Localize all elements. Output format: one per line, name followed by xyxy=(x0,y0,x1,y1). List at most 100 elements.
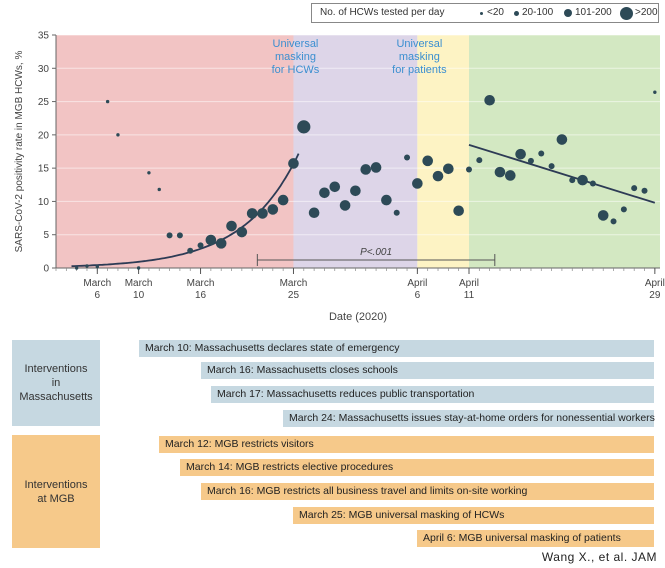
mgb-intervention-3: March 25: MGB universal masking of HCWs xyxy=(293,507,654,524)
phase-label-0-1: masking xyxy=(275,51,316,63)
x-tick-day-6: 29 xyxy=(649,290,661,301)
x-tick-day-3: 25 xyxy=(288,290,300,301)
mgb-intervention-2: March 16: MGB restricts all business tra… xyxy=(201,483,654,500)
x-tick-month-4: April xyxy=(407,278,427,289)
x-tick-day-5: 11 xyxy=(464,290,475,301)
legend-size-4: >200 xyxy=(635,7,658,18)
data-point-12 xyxy=(205,234,217,246)
data-point-29 xyxy=(381,194,392,206)
phase-label-1-2: for patients xyxy=(392,64,447,76)
data-point-17 xyxy=(257,208,268,219)
data-point-45 xyxy=(548,163,555,170)
data-point-42 xyxy=(515,148,526,160)
source-credit: Wang X., et al. JAM xyxy=(541,550,657,564)
data-point-41 xyxy=(504,170,516,181)
data-point-21 xyxy=(297,120,311,134)
data-point-1 xyxy=(85,264,89,268)
y-tick-label-4: 20 xyxy=(38,130,50,141)
mgb-intervention-1: March 14: MGB restricts elective procedu… xyxy=(180,459,654,476)
data-point-20 xyxy=(288,158,299,169)
data-point-18 xyxy=(267,204,279,215)
data-point-52 xyxy=(620,206,627,213)
y-tick-label-2: 10 xyxy=(38,197,50,208)
phase-band-1 xyxy=(293,35,418,268)
mgb-label: Interventions at MGB xyxy=(12,435,100,548)
x-tick-day-1: 10 xyxy=(133,290,145,301)
phase-band-0 xyxy=(56,35,294,268)
data-point-32 xyxy=(412,178,423,189)
data-point-39 xyxy=(484,94,495,106)
data-point-28 xyxy=(370,162,382,173)
y-tick-label-7: 35 xyxy=(38,31,50,42)
data-point-36 xyxy=(453,205,464,217)
data-point-11 xyxy=(197,242,204,249)
data-point-22 xyxy=(308,207,320,219)
data-point-13 xyxy=(215,238,227,249)
massachusetts-intervention-0: March 10: Massachusetts declares state o… xyxy=(139,340,654,357)
mgb-intervention-0: March 12: MGB restricts visitors xyxy=(159,436,654,453)
legend-size-1: <20 xyxy=(487,7,504,18)
data-point-7 xyxy=(157,187,161,192)
x-axis-title: Date (2020) xyxy=(329,311,387,323)
x-tick-month-3: March xyxy=(280,278,308,289)
legend-dot-medium xyxy=(514,11,519,16)
data-point-31 xyxy=(404,154,411,161)
x-tick-month-6: April xyxy=(645,278,665,289)
mgb-intervention-4: April 6: MGB universal masking of patien… xyxy=(417,530,654,547)
phase-label-1-0: Universal xyxy=(396,38,442,50)
data-point-34 xyxy=(432,170,444,182)
data-point-0 xyxy=(74,266,79,270)
phase-band-2 xyxy=(417,35,469,268)
data-point-40 xyxy=(494,166,506,178)
x-tick-day-4: 6 xyxy=(415,290,421,301)
data-point-6 xyxy=(147,171,151,175)
data-point-9 xyxy=(176,232,183,239)
legend-size-3: 101-200 xyxy=(575,7,612,18)
data-point-53 xyxy=(631,185,638,192)
data-point-8 xyxy=(166,232,173,239)
data-point-5 xyxy=(136,266,141,270)
phase-label-0-0: Universal xyxy=(273,38,319,50)
data-point-37 xyxy=(465,166,472,173)
data-point-27 xyxy=(360,164,372,175)
massachusetts-intervention-1: March 16: Massachusetts closes schools xyxy=(201,362,654,379)
legend: No. of HCWs tested per day <20 20-100 10… xyxy=(311,3,659,23)
phase-label-1-1: masking xyxy=(399,51,440,63)
y-axis-title: SARS-CoV-2 positivity rate in MGB HCWs, … xyxy=(14,51,25,253)
phase-band-3 xyxy=(468,35,660,268)
data-point-54 xyxy=(641,187,648,194)
data-point-43 xyxy=(527,157,534,164)
trend-line-post-masking xyxy=(468,143,656,204)
legend-dot-xlarge xyxy=(620,7,633,20)
data-point-15 xyxy=(236,226,248,238)
data-point-33 xyxy=(422,155,433,167)
data-point-4 xyxy=(116,133,120,137)
y-tick-label-5: 25 xyxy=(38,97,50,108)
y-tick-label-1: 5 xyxy=(43,230,49,241)
phase-label-0-2: for HCWs xyxy=(272,64,320,76)
massachusetts-intervention-3: March 24: Massachusetts issues stay-at-h… xyxy=(283,410,655,427)
data-point-25 xyxy=(339,200,351,211)
data-point-55 xyxy=(653,90,657,94)
y-tick-label-6: 30 xyxy=(38,64,50,75)
data-point-35 xyxy=(443,163,454,175)
data-point-2 xyxy=(95,264,99,269)
massachusetts-intervention-2: March 17: Massachusetts reduces public t… xyxy=(211,386,654,403)
data-point-51 xyxy=(610,218,617,225)
data-point-47 xyxy=(569,177,576,184)
y-tick-label-0: 0 xyxy=(43,264,49,275)
data-point-19 xyxy=(277,194,289,206)
legend-dot-large xyxy=(564,9,572,17)
pvalue-label: P<.001 xyxy=(360,247,392,258)
data-point-50 xyxy=(597,210,609,221)
legend-title: No. of HCWs tested per day xyxy=(320,7,445,18)
data-point-3 xyxy=(105,99,110,104)
positivity-chart: 05101520253035March6March10March16March2… xyxy=(14,31,665,324)
data-point-48 xyxy=(577,174,588,186)
x-tick-day-2: 16 xyxy=(195,290,207,301)
massachusetts-label: Interventions in Massachusetts xyxy=(12,340,100,426)
x-tick-day-0: 6 xyxy=(95,290,101,301)
data-point-26 xyxy=(350,185,361,197)
data-point-49 xyxy=(589,180,596,187)
data-point-10 xyxy=(187,247,194,254)
